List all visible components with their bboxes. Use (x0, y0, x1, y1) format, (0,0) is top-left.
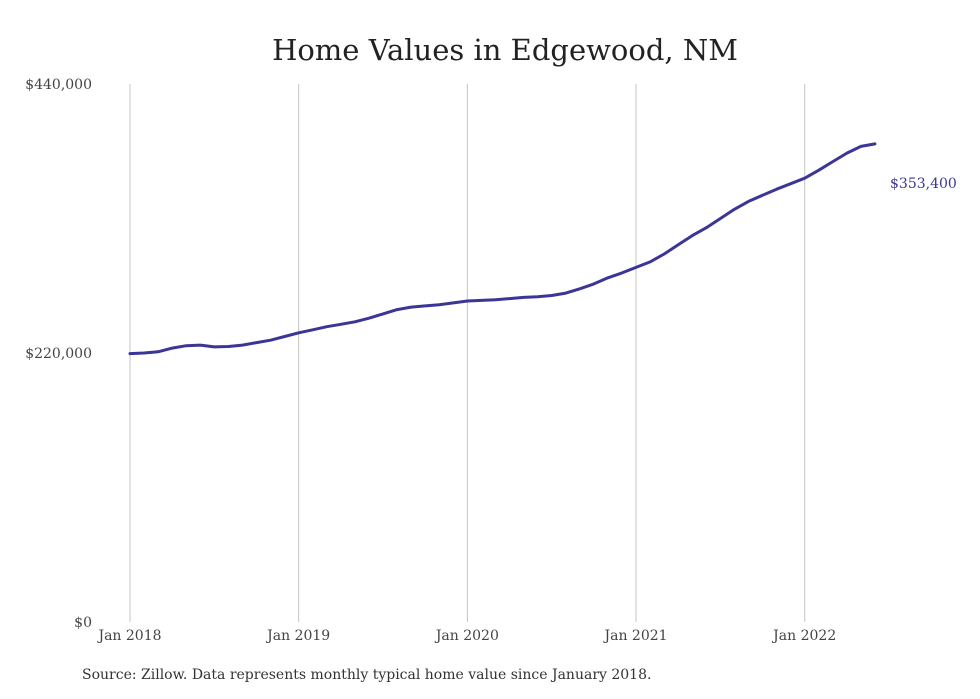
y-tick-label: $220,000 (25, 346, 92, 362)
x-axis-tick-labels: Jan 2018 Jan 2019 Jan 2020 Jan 2021 Jan 2022 (96, 628, 836, 644)
y-axis-tick-labels: $0 $220,000 $440,000 (25, 77, 92, 631)
y-tick-label: $440,000 (25, 77, 92, 93)
chart-title: Home Values in Edgewood, NM (272, 33, 738, 67)
end-value-label: $353,400 (890, 176, 957, 192)
x-tick-label: Jan 2022 (771, 628, 836, 644)
x-tick-label: Jan 2020 (434, 628, 499, 644)
x-tick-label: Jan 2019 (265, 628, 330, 644)
y-tick-label: $0 (74, 615, 92, 631)
x-tick-label: Jan 2021 (603, 628, 668, 644)
x-tick-label: Jan 2018 (96, 628, 161, 644)
source-note: Source: Zillow. Data represents monthly … (82, 667, 652, 683)
series-line (128, 142, 877, 356)
series-layer (128, 142, 877, 356)
vertical-gridlines (129, 84, 806, 622)
